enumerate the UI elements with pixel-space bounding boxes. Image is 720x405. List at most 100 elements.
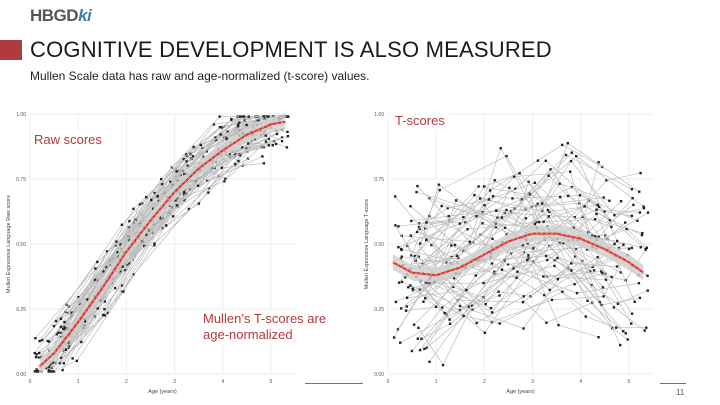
observation-point [40,338,44,342]
observation-point [234,153,237,156]
page-number: 11 [676,388,685,397]
observation-point [506,263,510,266]
observation-point [399,341,402,344]
y-tick-label: 0.25 [16,307,26,313]
observation-point [128,238,131,242]
observation-point [603,210,606,213]
observation-point [105,266,108,269]
observation-point [230,117,233,121]
observation-point [396,328,400,331]
observation-point [86,298,89,301]
observation-point [418,348,422,352]
observation-point [561,290,564,293]
observation-point [394,300,398,304]
y-tick-label: 0.00 [374,372,384,378]
observation-point [274,142,278,146]
observation-point [458,222,462,225]
observation-point [247,142,250,145]
observation-point [624,332,627,335]
observation-point [451,285,455,289]
observation-point [630,322,633,325]
observation-point [500,216,504,219]
observation-point [153,242,156,245]
trajectory-line [51,130,261,369]
observation-point [423,347,426,351]
observation-point [546,208,550,212]
observation-point [482,281,485,285]
x-tick-label: 3 [173,379,176,385]
observation-point [453,243,457,247]
observation-point [143,244,146,248]
observation-point [150,198,153,202]
observation-point [475,321,478,325]
observation-point [175,170,178,173]
observation-point [615,265,619,268]
observation-point [404,276,407,279]
observation-point [587,199,591,202]
observation-point [207,186,211,190]
observation-point [141,202,144,205]
observation-point [434,305,438,308]
observation-point [183,198,186,202]
observation-point [536,159,540,162]
observation-point [601,272,604,275]
observation-point [407,286,410,289]
observation-point [638,190,641,193]
observation-point [520,198,524,201]
observation-point [631,197,634,200]
x-tick-label: 2 [483,379,486,385]
trajectory-line [410,155,622,256]
observation-point [194,179,197,183]
observation-point [505,154,508,158]
observation-point [505,208,508,212]
observation-point [543,293,546,297]
observation-point [589,270,592,273]
y-tick-label: 0.00 [16,372,26,378]
observation-point [556,256,559,260]
observation-point [171,215,175,218]
observation-point [491,195,495,198]
observation-point [264,134,267,137]
observation-point [569,159,573,163]
observation-point [573,255,577,258]
observation-point [466,228,469,231]
observation-point [152,207,155,210]
observation-point [394,195,397,198]
x-tick-label: 0 [29,379,32,385]
logo-suffix-text: ki [78,6,92,25]
observation-point [160,182,164,186]
observation-point [169,180,172,184]
observation-point [604,272,607,275]
observation-point [262,162,266,165]
observation-point [646,211,650,214]
observation-point [424,281,427,285]
observation-point [467,305,470,308]
observation-point [59,325,63,328]
observation-point [392,336,396,339]
observation-point [633,300,636,303]
footer-rule-right [660,383,686,384]
observation-point [511,197,514,200]
observation-point [220,166,224,170]
observation-point [418,227,421,231]
observation-point [642,205,645,208]
x-tick-label: 5 [270,379,273,385]
observation-point [199,143,202,147]
trajectory-line [418,249,646,324]
observation-point [489,307,493,310]
observation-point [394,224,397,227]
observation-point [67,346,70,349]
observation-point [462,215,465,219]
trajectory-line [401,242,607,281]
observation-point [280,136,284,139]
observation-point [416,337,419,340]
observation-point [556,278,560,281]
observation-point [593,218,597,221]
fitted-curve [38,120,286,367]
observation-point [260,146,263,149]
observation-point [497,290,500,293]
trajectory-line [400,257,647,344]
observation-point [613,214,616,217]
trajectory-line [422,229,592,313]
observation-point [572,226,576,229]
